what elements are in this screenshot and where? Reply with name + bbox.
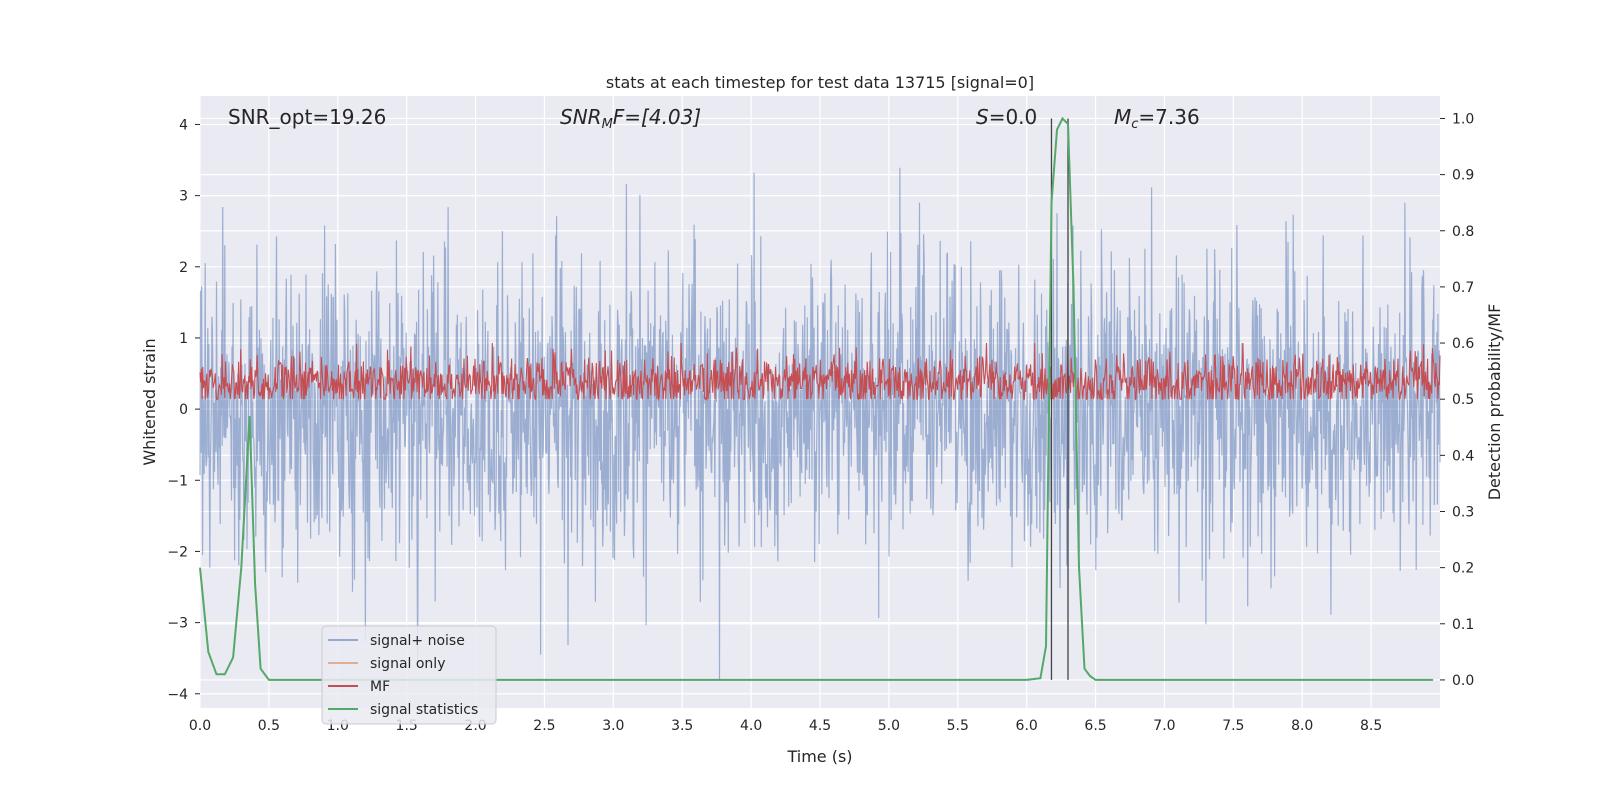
mc-main: M [1114,105,1131,129]
snr-mf-main: SNR [560,105,602,129]
y-right-tick-label: 0.8 [1452,224,1474,240]
y-axis-label-left: Whitened strain [140,338,159,465]
x-tick-label: 7.0 [1153,718,1175,734]
annotation-snr-mf: SNRMF=[4.03] [560,105,701,132]
mc-sub: c [1131,117,1138,132]
s-main: S [976,105,989,129]
annotation-snr-opt: SNR_opt=19.26 [228,105,386,129]
y-axis-label-right: Detection probability/MF [1485,304,1504,501]
x-axis-label: Time (s) [786,747,852,766]
chart-title: stats at each timestep for test data 137… [606,73,1034,92]
s-rest: =0.0 [989,105,1038,129]
y-left-tick-label: 4 [179,117,188,133]
x-tick-label: 4.5 [809,718,831,734]
legend-label-signal-noise: signal+ noise [370,633,465,649]
tick-labels: 0.0 0.5 1.0 1.5 2.0 2.5 3.0 3.5 4.0 4.5 5.0 5.5 6.0 6… [167,111,1474,734]
y-right-tick-label: 0.5 [1452,392,1474,408]
legend-label-signal-statistics: signal statistics [370,702,478,718]
mc-rest: =7.36 [1138,105,1199,129]
y-right-tick-label: 0.0 [1452,673,1474,689]
x-tick-label: 7.5 [1222,718,1244,734]
y-right-tick-label: 0.9 [1452,168,1474,184]
y-left-tick-label: 2 [179,260,188,276]
annotation-s: S=0.0 [976,105,1037,129]
y-left-tick-label: 1 [179,331,188,347]
y-left-tick-label: 3 [179,189,188,205]
x-tick-label: 5.0 [878,718,900,734]
y-right-tick-label: 0.7 [1452,280,1474,296]
legend-label-signal-only: signal only [370,656,445,672]
x-tick-label: 0.5 [258,718,280,734]
x-tick-label: 6.0 [1016,718,1038,734]
y-right-tick-label: 0.4 [1452,448,1474,464]
x-tick-label: 0.0 [189,718,211,734]
x-tick-label: 2.5 [533,718,555,734]
signal-noise-series [199,167,1441,680]
y-left-tick-label: −2 [167,544,188,560]
y-right-tick-label: 0.2 [1452,561,1474,577]
mf-series [199,342,1441,402]
signal-statistics-series [199,116,1434,681]
x-tick-label: 4.0 [740,718,762,734]
legend-box [321,625,497,725]
x-tick-label: 6.5 [1084,718,1106,734]
annotation-mc: Mc=7.36 [1114,105,1200,132]
x-tick-label: 8.0 [1291,718,1313,734]
y-left-tick-label: −3 [167,616,188,632]
legend-label-mf: MF [370,679,390,695]
x-tick-label: 8.5 [1360,718,1382,734]
x-tick-label: 3.0 [602,718,624,734]
x-tick-label: 3.5 [671,718,693,734]
y-left-tick-label: −4 [167,687,188,703]
x-tick-label: 5.5 [947,718,969,734]
snr-mf-rest: F=[4.03] [613,105,701,129]
signal-statistics-line [199,116,1434,681]
y-right-tick-label: 0.6 [1452,336,1474,352]
mf-line [199,342,1441,402]
y-right-tick-label: 0.3 [1452,504,1474,520]
y-left-tick-label: 0 [179,402,188,418]
y-left-tick-label: −1 [167,473,188,489]
legend: signal+ noise signal only MF signal stat… [321,625,497,725]
signal-noise-line [199,167,1441,680]
y-right-tick-label: 0.1 [1452,617,1474,633]
snr-mf-sub: M [602,117,613,132]
y-right-tick-label: 1.0 [1452,111,1474,127]
